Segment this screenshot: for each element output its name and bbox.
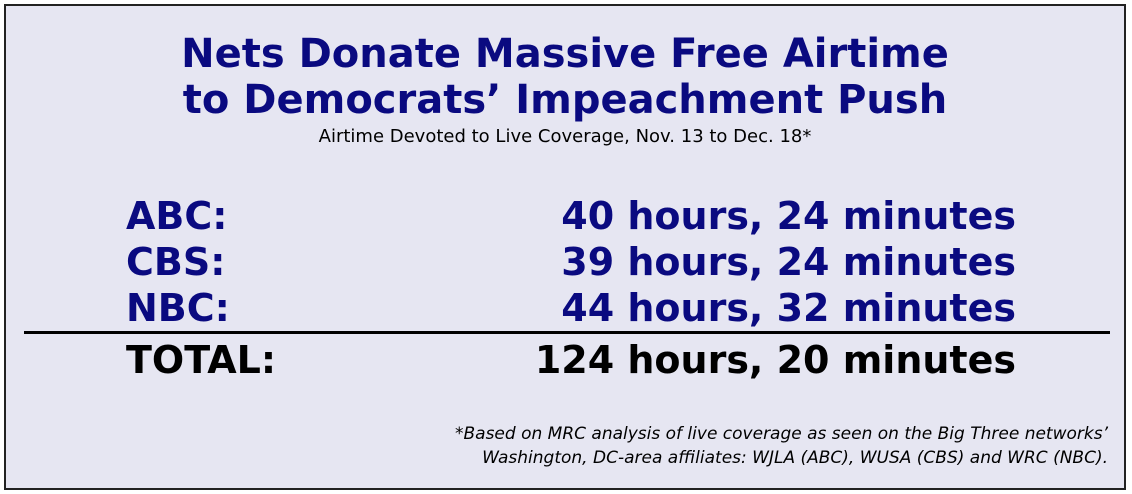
airtime: 40 hours, 24 minutes [561,194,1016,238]
total-value: 124 hours, 20 minutes [534,338,1016,382]
network: NBC: [126,286,230,330]
total-row: TOTAL: 124 hours, 20 minutes [126,338,1016,384]
title: to Democrats’ Impeachment Push [182,77,948,123]
row: CBS: 39 hours, 24 minutes [126,240,1016,286]
airtime: 44 hours, 32 minutes [561,286,1016,330]
card: Nets Donate Massive Free Airtime to Demo… [4,4,1126,490]
subtitle: Airtime Devoted to Live Coverage, Nov. 1… [318,126,812,147]
network: CBS: [126,240,226,284]
footnote: *Based on MRC analysis of live coverage … [454,424,1108,444]
title: Nets Donate Massive Free Airtime [181,31,949,77]
footnote: Washington, DC-area affiliates: WJLA (AB… [482,448,1108,468]
total-label: TOTAL: [126,338,277,382]
row: ABC: 40 hours, 24 minutes [126,194,1016,240]
airtime: 39 hours, 24 minutes [561,240,1016,284]
divider [24,331,1110,334]
row: NBC: 44 hours, 32 minutes [126,286,1016,332]
network: ABC: [126,194,228,238]
